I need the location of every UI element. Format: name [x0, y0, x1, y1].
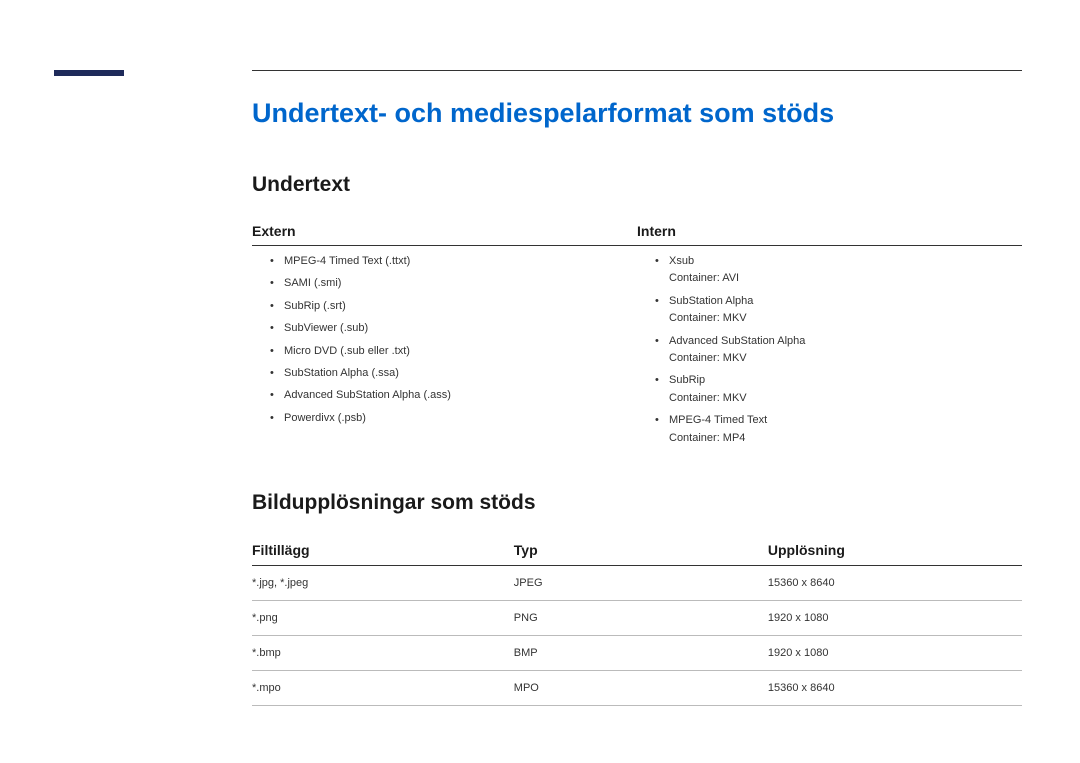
table-cell: MPO — [514, 670, 768, 705]
table-row: *.jpg, *.jpegJPEG15360 x 8640 — [252, 565, 1022, 600]
table-cell: BMP — [514, 635, 768, 670]
list-item: Micro DVD (.sub eller .txt) — [270, 344, 637, 359]
table-row: *.mpoMPO15360 x 8640 — [252, 670, 1022, 705]
list-item-sub: Container: AVI — [669, 271, 1022, 286]
table-cell: *.mpo — [252, 670, 514, 705]
list-item: SAMI (.smi) — [270, 276, 637, 291]
subtitle-formats-table: Extern Intern MPEG-4 Timed Text (.ttxt) S… — [252, 217, 1022, 453]
list-item: Advanced SubStation Alpha Container: MKV — [655, 334, 1022, 367]
list-item: Powerdivx (.psb) — [270, 411, 637, 426]
table-cell: JPEG — [514, 565, 768, 600]
table-cell: *.jpg, *.jpeg — [252, 565, 514, 600]
section-heading-undertext: Undertext — [252, 173, 1022, 197]
section-heading-resolutions: Bildupplösningar som stöds — [252, 491, 1022, 515]
list-item-label: SubRip — [669, 374, 705, 386]
page-content: Undertext- och mediespelarformat som stö… — [252, 98, 1022, 706]
extern-list: MPEG-4 Timed Text (.ttxt) SAMI (.smi) SubR… — [252, 254, 637, 426]
list-item-label: Advanced SubStation Alpha — [669, 335, 805, 347]
list-item-label: Xsub — [669, 255, 694, 267]
table-cell: 1920 x 1080 — [768, 635, 1022, 670]
column-header-intern: Intern — [637, 217, 1022, 246]
list-item: Advanced SubStation Alpha (.ass) — [270, 388, 637, 403]
list-item: SubRip Container: MKV — [655, 373, 1022, 406]
list-item-sub: Container: MKV — [669, 311, 1022, 326]
column-header-ext: Filtillägg — [252, 535, 514, 566]
list-item-label: MPEG-4 Timed Text — [669, 414, 767, 426]
column-header-res: Upplösning — [768, 535, 1022, 566]
table-cell: 15360 x 8640 — [768, 670, 1022, 705]
list-item: SubStation Alpha (.ssa) — [270, 366, 637, 381]
table-row: *.pngPNG1920 x 1080 — [252, 600, 1022, 635]
list-item-sub: Container: MP4 — [669, 431, 1022, 446]
list-item-sub: Container: MKV — [669, 391, 1022, 406]
column-header-extern: Extern — [252, 217, 637, 246]
resolutions-table: Filtillägg Typ Upplösning *.jpg, *.jpegJ… — [252, 535, 1022, 706]
list-item: MPEG-4 Timed Text Container: MP4 — [655, 413, 1022, 446]
list-item: SubStation Alpha Container: MKV — [655, 294, 1022, 327]
list-item-sub: Container: MKV — [669, 351, 1022, 366]
intern-list: Xsub Container: AVI SubStation Alpha Contai… — [637, 254, 1022, 446]
column-header-type: Typ — [514, 535, 768, 566]
list-item: SubRip (.srt) — [270, 299, 637, 314]
list-item: Xsub Container: AVI — [655, 254, 1022, 287]
table-cell: *.png — [252, 600, 514, 635]
list-item-label: SubStation Alpha — [669, 295, 753, 307]
table-cell: *.bmp — [252, 635, 514, 670]
list-item: SubViewer (.sub) — [270, 321, 637, 336]
sidebar-marker — [54, 70, 124, 76]
table-cell: 1920 x 1080 — [768, 600, 1022, 635]
list-item: MPEG-4 Timed Text (.ttxt) — [270, 254, 637, 269]
table-cell: PNG — [514, 600, 768, 635]
table-cell: 15360 x 8640 — [768, 565, 1022, 600]
table-row: *.bmpBMP1920 x 1080 — [252, 635, 1022, 670]
main-heading: Undertext- och mediespelarformat som stö… — [252, 98, 1022, 129]
top-divider — [252, 70, 1022, 71]
